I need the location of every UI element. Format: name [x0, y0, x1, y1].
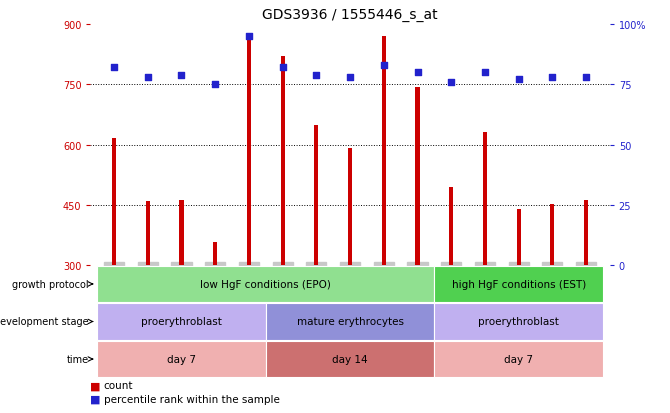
- Point: [412, 70, 423, 76]
- Title: GDS3936 / 1555446_s_at: GDS3936 / 1555446_s_at: [262, 8, 438, 22]
- Text: proerythroblast: proerythroblast: [478, 317, 559, 327]
- Text: low HgF conditions (EPO): low HgF conditions (EPO): [200, 279, 331, 289]
- Point: [143, 74, 153, 81]
- Point: [277, 65, 288, 71]
- Bar: [550, 204, 554, 266]
- Bar: [266, 341, 434, 377]
- Text: growth protocol: growth protocol: [12, 279, 88, 289]
- Bar: [247, 33, 251, 266]
- Point: [210, 82, 220, 88]
- Bar: [112, 139, 116, 266]
- Text: count: count: [104, 380, 133, 390]
- Text: ■: ■: [90, 394, 101, 404]
- Text: day 7: day 7: [167, 354, 196, 364]
- Bar: [180, 201, 184, 266]
- Point: [176, 72, 187, 78]
- Point: [547, 74, 557, 81]
- Bar: [146, 202, 150, 266]
- Bar: [97, 341, 266, 377]
- Bar: [517, 209, 521, 266]
- Point: [581, 74, 592, 81]
- Bar: [97, 266, 434, 302]
- Bar: [314, 126, 318, 266]
- Bar: [434, 304, 603, 340]
- Bar: [266, 304, 434, 340]
- Point: [446, 79, 456, 86]
- Text: day 7: day 7: [504, 354, 533, 364]
- Bar: [434, 341, 603, 377]
- Bar: [483, 132, 487, 266]
- Point: [244, 33, 255, 40]
- Bar: [382, 37, 386, 266]
- Bar: [213, 242, 217, 266]
- Point: [345, 74, 356, 81]
- Point: [379, 62, 389, 69]
- Bar: [97, 304, 266, 340]
- Text: proerythroblast: proerythroblast: [141, 317, 222, 327]
- Bar: [348, 148, 352, 266]
- Bar: [415, 88, 419, 266]
- Text: percentile rank within the sample: percentile rank within the sample: [104, 394, 280, 404]
- Point: [513, 77, 524, 83]
- Text: ■: ■: [90, 380, 101, 390]
- Bar: [281, 57, 285, 266]
- Point: [480, 70, 490, 76]
- Point: [109, 65, 119, 71]
- Bar: [434, 266, 603, 302]
- Point: [311, 72, 322, 78]
- Text: high HgF conditions (EST): high HgF conditions (EST): [452, 279, 586, 289]
- Text: development stage: development stage: [0, 317, 88, 327]
- Bar: [449, 187, 453, 266]
- Text: time: time: [66, 354, 88, 364]
- Bar: [584, 201, 588, 266]
- Text: day 14: day 14: [332, 354, 368, 364]
- Text: mature erythrocytes: mature erythrocytes: [297, 317, 403, 327]
